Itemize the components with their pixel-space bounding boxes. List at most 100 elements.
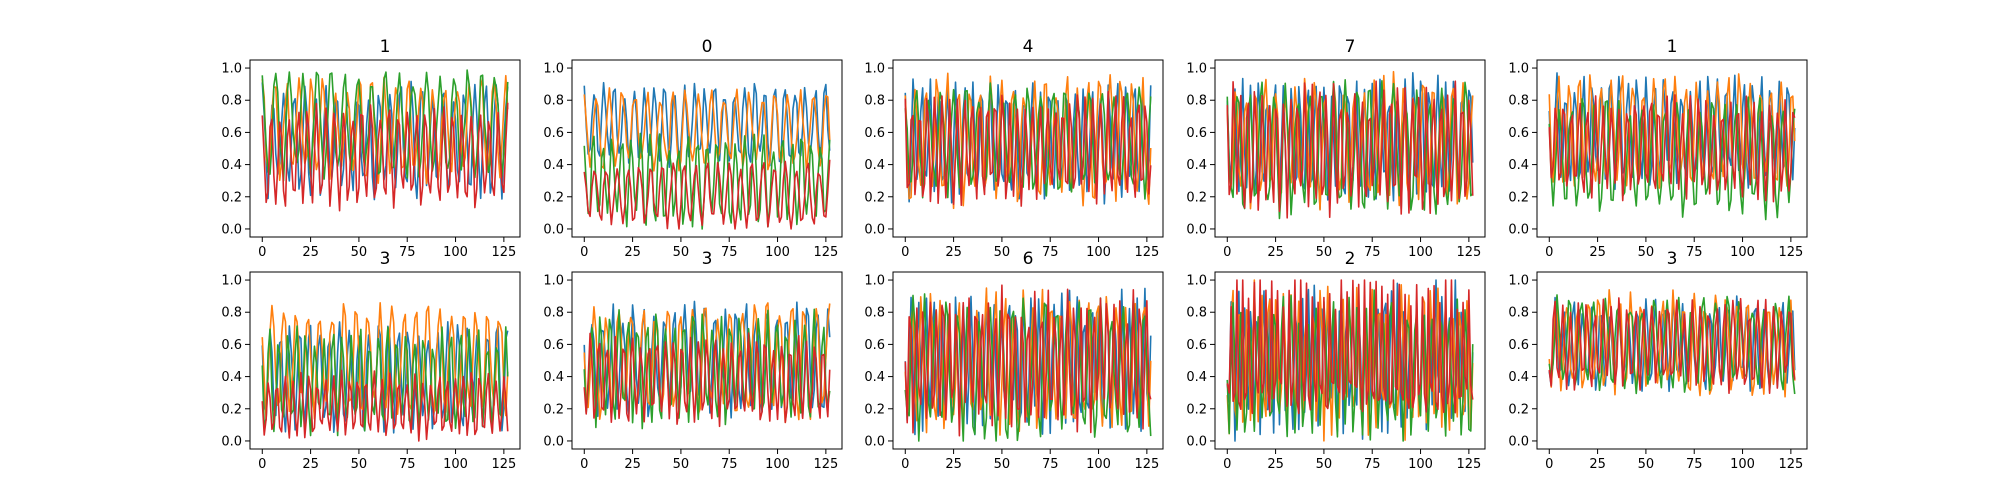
x-tick-label: 0 [1223,457,1231,472]
x-tick-label: 125 [813,245,838,260]
y-tick-label: 1.0 [221,274,242,289]
y-tick-label: 0.0 [221,222,242,237]
subplot-lines [583,300,831,430]
subplot-7: 3 0 25 50 75 100 125 0.0 0.2 0.4 0.6 0.8 1.0 [543,249,843,472]
y-tick-label: 0.4 [543,370,564,385]
series-line [261,325,509,437]
y-tick-label: 0.4 [1186,370,1207,385]
y-tick-label: 0.0 [221,434,242,449]
series-line [1226,288,1474,442]
series-line [261,102,509,212]
x-tick-label: 50 [1316,457,1333,472]
x-tick-label: 75 [1364,245,1381,260]
series-line [583,159,831,230]
x-tick-label: 100 [1730,245,1755,260]
x-tick-label: 125 [1456,457,1481,472]
series-line [1226,80,1474,219]
x-tick-label: 100 [1408,245,1433,260]
y-tick-label: 1.0 [1508,62,1529,77]
x-tick-label: 25 [945,245,962,260]
x-tick-label: 25 [302,245,319,260]
x-tick-label: 75 [399,457,416,472]
x-tick-label: 75 [1686,457,1703,472]
y-tick-label: 0.0 [1186,434,1207,449]
y-tick-label: 0.2 [543,402,564,417]
axes-frame [249,59,521,238]
subplot-9: 2 0 25 50 75 100 125 0.0 0.2 0.4 0.6 0.8 1.0 [1186,249,1486,472]
x-tick-label: 50 [673,457,690,472]
x-tick-label: 75 [721,245,738,260]
series-line [583,81,831,169]
y-tick-label: 1.0 [1186,62,1207,77]
y-tick-label: 0.4 [1508,158,1529,173]
subplot-1: 1 0 25 50 75 100 125 0.0 0.2 0.4 0.6 0.8 1.0 [221,37,521,260]
y-tick-label: 0.6 [864,338,885,353]
subplot-title: 7 [1345,37,1356,57]
y-tick-label: 0.6 [1186,126,1207,141]
y-tick-label: 0.8 [543,306,564,321]
y-tick-label: 1.0 [543,274,564,289]
x-tick-label: 50 [1638,245,1655,260]
x-tick-label: 0 [901,245,909,260]
subplot-lines [583,81,831,230]
x-tick-label: 50 [994,457,1011,472]
y-tick-label: 0.6 [543,338,564,353]
x-tick-label: 50 [673,245,690,260]
subplot-3: 4 0 25 50 75 100 125 0.0 0.2 0.4 0.6 0.8 1.0 [864,37,1164,260]
subplot-title: 4 [1023,37,1034,57]
axes-frame [892,271,1164,450]
series-line [1548,294,1796,395]
y-tick-label: 1.0 [1186,274,1207,289]
subplot-lines [1226,70,1474,220]
y-tick-label: 0.6 [221,338,242,353]
subplot-title: 6 [1023,249,1034,269]
y-tick-label: 0.2 [1508,402,1529,417]
subplot-4: 7 0 25 50 75 100 125 0.0 0.2 0.4 0.6 0.8 1.0 [1186,37,1486,260]
x-tick-label: 75 [721,457,738,472]
series-line [261,74,509,185]
y-tick-label: 0.0 [1508,222,1529,237]
y-tick-label: 0.4 [543,158,564,173]
series-line [583,332,831,428]
x-tick-label: 100 [1086,245,1111,260]
x-tick-label: 75 [1686,245,1703,260]
x-tick-label: 75 [1042,457,1059,472]
y-tick-label: 0.2 [864,190,885,205]
subplot-8: 6 0 25 50 75 100 125 0.0 0.2 0.4 0.6 0.8 1.0 [864,249,1164,472]
x-tick-label: 100 [765,457,790,472]
y-tick-label: 0.0 [864,434,885,449]
y-tick-label: 0.4 [221,158,242,173]
x-tick-label: 50 [1316,245,1333,260]
y-tick-label: 0.4 [221,370,242,385]
subplot-title: 3 [702,249,713,269]
y-tick-label: 0.4 [864,158,885,173]
x-tick-label: 0 [258,245,266,260]
subplot-title: 1 [380,37,391,57]
x-tick-label: 125 [491,245,516,260]
x-tick-label: 50 [1638,457,1655,472]
axes-frame [571,59,843,238]
x-tick-label: 75 [1364,457,1381,472]
y-tick-label: 0.8 [221,306,242,321]
y-tick-label: 0.2 [221,190,242,205]
x-tick-label: 0 [580,245,588,260]
axes-frame [249,271,521,450]
axes-frame [1214,59,1486,238]
subplot-2: 0 0 25 50 75 100 125 0.0 0.2 0.4 0.6 0.8 1.0 [543,37,843,260]
x-tick-label: 50 [351,245,368,260]
y-tick-label: 0.0 [543,222,564,237]
x-tick-label: 25 [1589,245,1606,260]
y-tick-label: 0.6 [221,126,242,141]
y-tick-label: 0.8 [1508,94,1529,109]
subplot-title: 3 [1667,249,1678,269]
x-tick-label: 25 [945,457,962,472]
y-tick-label: 0.8 [543,94,564,109]
x-tick-label: 125 [1778,457,1803,472]
x-tick-label: 100 [443,245,468,260]
subplot-10: 3 0 25 50 75 100 125 0.0 0.2 0.4 0.6 0.8 1.0 [1508,249,1808,472]
series-line [261,69,509,182]
x-tick-label: 100 [765,245,790,260]
x-tick-label: 125 [1456,245,1481,260]
subplot-lines [261,69,509,212]
y-tick-label: 0.6 [1186,338,1207,353]
